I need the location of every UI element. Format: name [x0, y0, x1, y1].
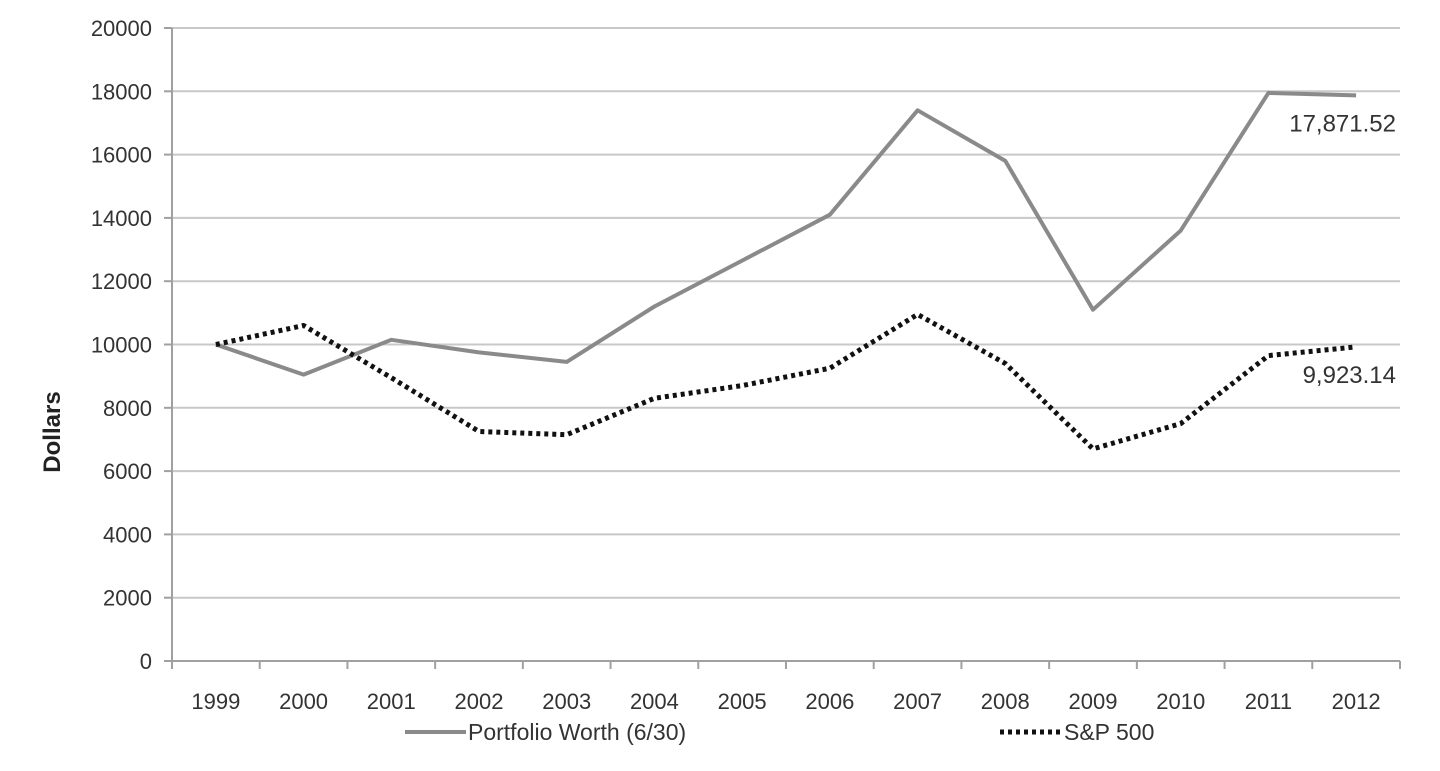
y-tick-label: 10000 — [91, 333, 152, 358]
y-tick-label: 0 — [140, 649, 152, 674]
x-tick-label: 2012 — [1332, 689, 1381, 714]
legend-label-sp500: S&P 500 — [1064, 719, 1154, 745]
y-tick-label: 2000 — [103, 586, 152, 611]
x-tick-label: 2011 — [1245, 689, 1292, 714]
y-tick-label: 16000 — [91, 143, 152, 168]
y-tick-label: 8000 — [103, 396, 152, 421]
y-tick-label: 6000 — [103, 459, 152, 484]
y-tick-label: 12000 — [91, 269, 152, 294]
end-label: 9,923.14 — [1303, 362, 1396, 389]
x-tick-label: 2001 — [367, 689, 416, 714]
x-tick-label: 2007 — [893, 689, 942, 714]
x-tick-label: 1999 — [191, 689, 240, 714]
y-tick-label: 4000 — [103, 522, 152, 547]
legend-label-portfolio: Portfolio Worth (6/30) — [468, 719, 686, 745]
x-tick-label: 2004 — [630, 689, 679, 714]
x-tick-label: 2000 — [279, 689, 328, 714]
y-tick-label: 18000 — [91, 79, 152, 104]
end-label: 17,871.52 — [1289, 110, 1396, 137]
y-axis-label: Dollars — [39, 391, 66, 472]
x-tick-labels: 1999 2000 2001 2002 2003 2004 2005 2006 2007 2008… — [191, 689, 1380, 714]
x-tick-label: 2002 — [455, 689, 504, 714]
x-tick-label: 2008 — [981, 689, 1030, 714]
series-lines — [215, 90, 1357, 452]
x-tick-label: 2009 — [1069, 689, 1118, 714]
series-line-portfolio — [215, 90, 1357, 377]
x-tick-label: 2005 — [718, 689, 767, 714]
legend: Portfolio Worth (6/30) S&P 500 — [405, 719, 1154, 745]
x-tick-label: 2003 — [542, 689, 591, 714]
y-tick-labels: 0 2000 4000 6000 8000 10000 12000 14000 16000 180… — [91, 16, 152, 674]
x-tick-label: 2010 — [1156, 689, 1205, 714]
x-tick-label: 2006 — [805, 689, 854, 714]
gridlines — [172, 27, 1400, 599]
y-tick-label: 14000 — [91, 206, 152, 231]
end-labels: 17,871.52 9,923.14 — [1289, 110, 1396, 389]
axes — [164, 27, 1401, 669]
y-tick-label: 20000 — [91, 16, 152, 41]
series-line-sp500 — [215, 311, 1357, 452]
